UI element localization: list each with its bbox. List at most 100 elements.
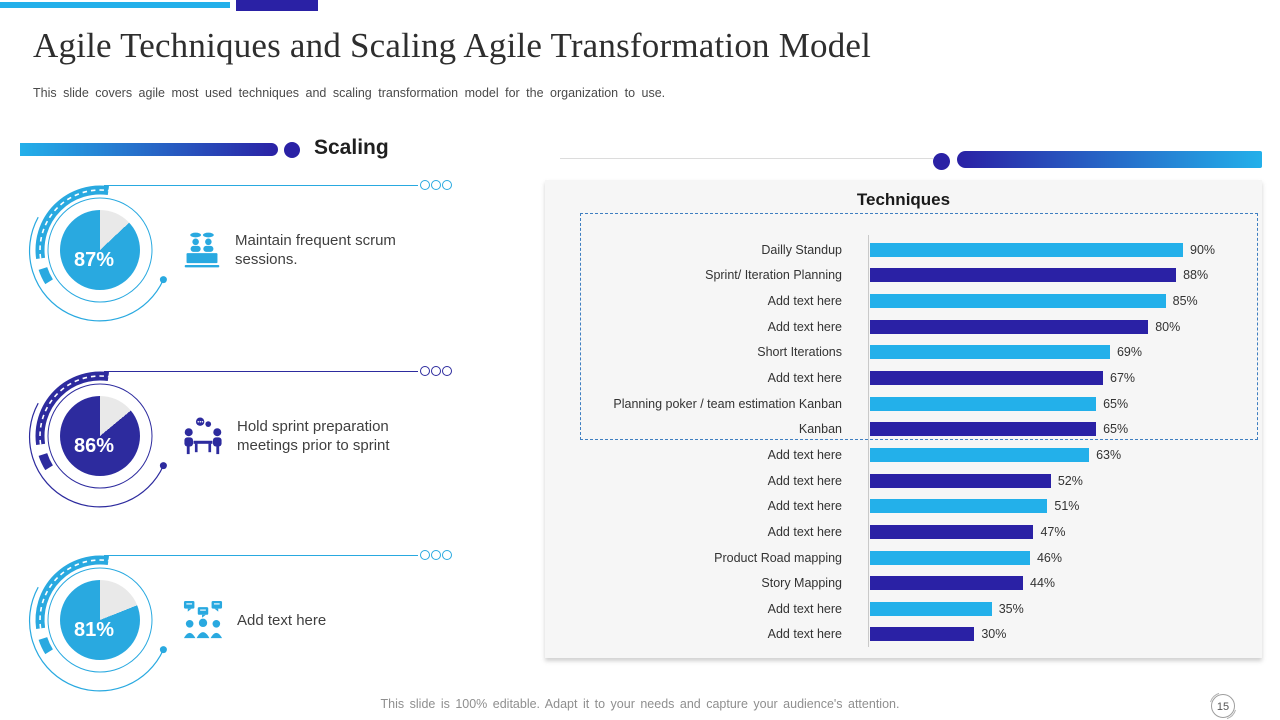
connector-circle	[442, 550, 452, 560]
chart-bar	[870, 345, 1110, 360]
techniques-bullet-dot	[933, 153, 950, 170]
connector-circle	[420, 180, 430, 190]
right-connector-line	[560, 158, 933, 159]
chart-value-label: 30%	[981, 627, 1007, 642]
page-number-badge: 15	[1210, 692, 1236, 720]
gauge-icon	[182, 230, 222, 270]
chart-row: Sprint/ Iteration Planning 88%	[545, 263, 1262, 289]
gauge-icon	[182, 416, 224, 456]
connector-line	[104, 371, 418, 372]
techniques-gradient-bar	[957, 151, 1262, 168]
chart-bar	[870, 396, 1097, 411]
sprint-meeting-icon	[184, 417, 222, 455]
chart-category-label: Product Road mapping	[714, 550, 842, 565]
scaling-gradient-bar	[20, 143, 278, 156]
gauge-dashed-arc	[39, 375, 109, 445]
connector-end-circles	[420, 550, 452, 560]
chart-category-label: Planning poker / team estimation Kanban	[613, 396, 842, 411]
chart-value-label: 80%	[1155, 319, 1181, 334]
chart-value-label: 47%	[1040, 524, 1066, 539]
chart-value-label: 85%	[1172, 294, 1198, 309]
chart-row: Planning poker / team estimation Kanban …	[545, 391, 1262, 417]
chart-value-label: 67%	[1110, 371, 1136, 386]
chart-category-label: Add text here	[767, 319, 842, 334]
chart-bar	[870, 319, 1149, 334]
refresh-arrow-icon	[1210, 692, 1220, 703]
chart-category-label: Dailly Standup	[761, 242, 842, 257]
chart-bar	[870, 294, 1166, 309]
gauge-thick-arc-stub	[38, 636, 53, 655]
chart-value-label: 65%	[1103, 396, 1129, 411]
chart-bar	[870, 268, 1177, 283]
page-number: 15	[1217, 701, 1229, 713]
footer-note: This slide is 100% editable. Adapt it to…	[380, 697, 900, 711]
connector-end-circles	[420, 180, 452, 190]
connector-circle	[420, 550, 430, 560]
chart-value-label: 65%	[1103, 422, 1129, 437]
scaling-heading: Scaling	[314, 136, 389, 159]
chart-axis-line	[868, 235, 869, 647]
gauge-description-text: Add text here	[237, 611, 327, 629]
gauge-dashed-arc	[39, 189, 109, 259]
connector-circle	[431, 180, 441, 190]
chart-row: Add text here 51%	[545, 493, 1262, 519]
chart-row: Add text here 47%	[545, 519, 1262, 545]
gauge-caption: Hold sprint preparation meetings prior t…	[182, 396, 452, 476]
chart-row: Add text here 80%	[545, 314, 1262, 340]
gauge-thick-arc-stub	[38, 266, 53, 285]
chart-row: Add text here 85%	[545, 288, 1262, 314]
refresh-arrow-icon	[1226, 709, 1236, 720]
gauge-caption: Add text here	[182, 580, 452, 660]
connector-circle	[420, 366, 430, 376]
scaling-gauge-row: 87% Maintain frequent scrum sessions.	[0, 170, 470, 335]
gauge-decoration-arcs	[28, 555, 167, 692]
chart-title: Techniques	[856, 190, 951, 209]
chart-row: Story Mapping 44%	[545, 570, 1262, 596]
gauge-decoration-arcs	[28, 185, 167, 322]
chart-value-label: 44%	[1030, 576, 1056, 591]
gauge-percent-label: 81%	[73, 618, 115, 641]
chart-value-label: 88%	[1183, 268, 1209, 283]
gauge-dashed-arc	[39, 559, 109, 629]
chart-category-label: Add text here	[767, 499, 842, 514]
chart-row: Add text here 35%	[545, 596, 1262, 622]
chart-bar	[870, 422, 1097, 437]
chart-category-label: Sprint/ Iteration Planning	[705, 268, 842, 283]
gauge-pie-chart: 86%	[60, 396, 140, 476]
chart-row: Product Road mapping 46%	[545, 545, 1262, 571]
gauge-arc-end-dot	[159, 276, 167, 284]
connector-circle	[442, 366, 452, 376]
gauge-description-text: Maintain frequent scrum sessions.	[235, 232, 396, 268]
gauge-arc-end-dot	[159, 646, 167, 654]
chart-row: Short Iterations 69%	[545, 340, 1262, 366]
gauge-caption: Maintain frequent scrum sessions.	[182, 210, 452, 290]
chart-category-label: Add text here	[767, 524, 842, 539]
gauge-outer-arc	[28, 586, 164, 692]
chart-bar	[870, 601, 992, 616]
gauge-decoration-arcs	[28, 371, 167, 508]
chart-bar	[870, 499, 1048, 514]
gauge-thick-arc-stub	[38, 452, 53, 471]
chart-value-label: 63%	[1096, 447, 1122, 462]
techniques-panel: Techniques Dailly Standup 90% Sprint/ It…	[545, 180, 1262, 658]
connector-circle	[442, 180, 452, 190]
page-number-circle	[1211, 694, 1235, 718]
chart-category-label: Add text here	[767, 447, 842, 462]
chart-value-label: 52%	[1057, 473, 1083, 488]
gauge-icon	[182, 600, 224, 640]
connector-circle	[431, 366, 441, 376]
gauge-pie-chart: 87%	[60, 210, 140, 290]
team-discussion-icon	[183, 600, 223, 639]
gauge-thin-ring	[47, 197, 153, 303]
chart-value-label: 46%	[1036, 550, 1063, 565]
connector-end-circles	[420, 366, 452, 376]
gauge-percent-label: 86%	[73, 434, 115, 457]
chart-row: Add text here 63%	[545, 442, 1262, 468]
chart-bar	[870, 447, 1090, 462]
connector-line	[104, 185, 418, 186]
chart-value-label: 51%	[1054, 499, 1080, 514]
page-title: Agile Techniques and Scaling Agile Trans…	[33, 26, 872, 65]
chart-row: Dailly Standup 90%	[545, 237, 1262, 263]
connector-line	[104, 555, 418, 556]
